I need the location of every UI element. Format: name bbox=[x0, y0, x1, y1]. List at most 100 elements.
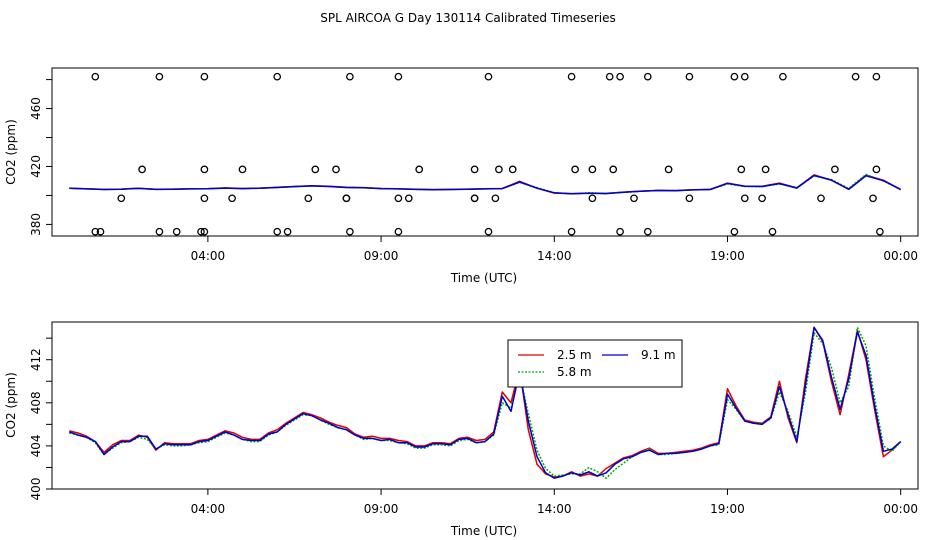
top-point-31 bbox=[304, 194, 313, 203]
top-point-60 bbox=[200, 72, 209, 81]
bottom-x-tick-label-3: 19:00 bbox=[710, 502, 745, 516]
top-point-14 bbox=[172, 227, 181, 236]
top-y-axis-label: CO2 (ppm) bbox=[4, 119, 18, 185]
bottom-y-axis-label: CO2 (ppm) bbox=[4, 372, 18, 438]
top-point-49 bbox=[470, 165, 479, 174]
top-point-58 bbox=[91, 72, 100, 81]
top-point-15 bbox=[197, 227, 205, 236]
bottom-y-tick-label-2: 404 bbox=[29, 434, 43, 457]
bottom-y-ticks: 400 404 408 412 bbox=[29, 337, 52, 501]
top-point-1 bbox=[155, 227, 164, 236]
top-point-13 bbox=[96, 227, 105, 236]
top-point-32 bbox=[342, 194, 351, 203]
bottom-x-tick-label-4: 00:00 bbox=[883, 502, 918, 516]
top-point-36 bbox=[571, 165, 579, 174]
top-x-tick-label-1: 09:00 bbox=[364, 249, 399, 263]
bottom-series-9-1-m bbox=[69, 326, 902, 479]
top-point-30 bbox=[228, 194, 236, 203]
top-plot-frame bbox=[51, 67, 919, 237]
top-point-55 bbox=[779, 72, 787, 81]
top-point-27 bbox=[869, 194, 877, 203]
top-point-62 bbox=[346, 72, 354, 81]
top-point-46 bbox=[311, 165, 320, 174]
bottom-x-tick-label-1: 09:00 bbox=[364, 502, 399, 516]
top-point-64 bbox=[484, 72, 493, 81]
top-point-65 bbox=[567, 72, 576, 81]
top-point-45 bbox=[238, 165, 247, 174]
legend: 2.5 m 9.1 m 5.8 m bbox=[507, 339, 683, 388]
top-point-4 bbox=[346, 227, 354, 236]
bottom-panel: 04:00 09:00 14:00 19:00 00:00 400 404 408 412 T… bbox=[4, 321, 919, 538]
top-point-21 bbox=[588, 194, 597, 203]
top-point-42 bbox=[872, 165, 881, 174]
figure-title: SPL AIRCOA G Day 130114 Calibrated Times… bbox=[320, 11, 615, 25]
top-point-20 bbox=[491, 194, 500, 203]
top-point-8 bbox=[616, 227, 624, 236]
top-x-tick-label-0: 04:00 bbox=[191, 249, 226, 263]
top-y-tick-label-0: 380 bbox=[29, 213, 43, 236]
top-point-33 bbox=[394, 194, 403, 203]
top-point-68 bbox=[730, 72, 739, 81]
top-point-52 bbox=[605, 72, 614, 81]
top-point-0 bbox=[91, 227, 100, 236]
top-point-23 bbox=[685, 194, 694, 203]
bottom-y-tick-label-6: 412 bbox=[29, 348, 43, 371]
top-point-41 bbox=[831, 165, 839, 174]
top-panel: 04:00 09:00 14:00 19:00 00:00 380 420 460 Time… bbox=[4, 67, 919, 285]
top-point-43 bbox=[138, 165, 146, 174]
top-point-59 bbox=[155, 72, 164, 81]
top-point-51 bbox=[588, 165, 597, 174]
top-point-54 bbox=[740, 72, 749, 81]
top-point-35 bbox=[495, 165, 503, 174]
bottom-series-5-8-m bbox=[69, 326, 902, 479]
top-point-28 bbox=[117, 194, 126, 203]
legend-label-2-5m: 2.5 m bbox=[557, 348, 592, 362]
top-point-44 bbox=[200, 165, 209, 174]
top-point-40 bbox=[761, 165, 770, 174]
top-point-66 bbox=[616, 72, 624, 81]
bottom-plot-frame bbox=[51, 321, 919, 490]
top-point-24 bbox=[740, 194, 749, 203]
top-point-9 bbox=[643, 227, 652, 236]
bottom-marks bbox=[69, 326, 902, 479]
top-point-22 bbox=[630, 194, 638, 203]
bottom-y-tick-label-0: 400 bbox=[29, 478, 43, 501]
top-point-39 bbox=[737, 165, 746, 174]
top-x-tick-label-3: 19:00 bbox=[710, 249, 745, 263]
legend-box bbox=[507, 339, 683, 388]
top-x-tick-label-2: 14:00 bbox=[537, 249, 572, 263]
top-y-ticks: 380 420 460 bbox=[29, 79, 52, 236]
top-point-6 bbox=[484, 227, 493, 236]
top-series-9-1-m bbox=[69, 174, 902, 195]
top-point-29 bbox=[200, 194, 209, 203]
top-point-16 bbox=[283, 227, 292, 236]
top-point-47 bbox=[332, 165, 340, 174]
top-x-axis-label: Time (UTC) bbox=[450, 271, 517, 285]
top-point-11 bbox=[768, 227, 777, 236]
top-point-10 bbox=[730, 227, 739, 236]
top-point-26 bbox=[817, 194, 825, 203]
top-y-tick-label-4: 460 bbox=[29, 97, 43, 120]
bottom-x-ticks: 04:00 09:00 14:00 19:00 00:00 bbox=[191, 489, 918, 516]
top-point-37 bbox=[609, 165, 618, 174]
top-y-tick-label-2: 420 bbox=[29, 155, 43, 178]
top-x-ticks: 04:00 09:00 14:00 19:00 00:00 bbox=[191, 236, 918, 263]
top-point-38 bbox=[664, 165, 673, 174]
top-point-63 bbox=[394, 72, 403, 81]
bottom-y-tick-label-4: 408 bbox=[29, 391, 43, 414]
top-point-61 bbox=[273, 72, 282, 81]
legend-label-9-1m: 9.1 m bbox=[641, 348, 676, 362]
top-point-3 bbox=[273, 227, 282, 236]
top-point-34 bbox=[470, 194, 479, 203]
top-point-2 bbox=[200, 227, 209, 236]
top-x-tick-label-4: 00:00 bbox=[883, 249, 918, 263]
top-point-12 bbox=[876, 227, 884, 236]
top-point-67 bbox=[643, 72, 652, 81]
top-point-50 bbox=[508, 165, 517, 174]
top-point-53 bbox=[685, 72, 694, 81]
top-point-56 bbox=[851, 72, 860, 81]
bottom-series-2-5-m bbox=[69, 326, 902, 478]
top-point-7 bbox=[567, 227, 576, 236]
top-point-48 bbox=[415, 165, 424, 174]
